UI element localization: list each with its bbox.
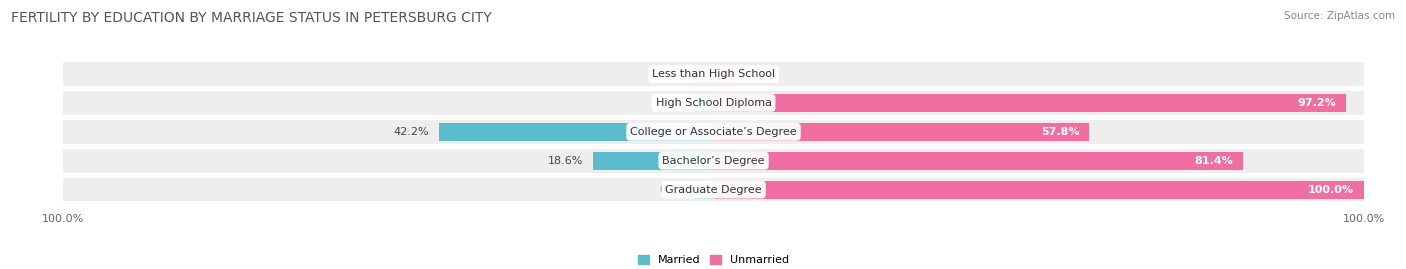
Text: High School Diploma: High School Diploma — [655, 98, 772, 108]
Bar — [63, 91, 1364, 115]
Text: 57.8%: 57.8% — [1042, 127, 1080, 137]
Bar — [63, 178, 1364, 201]
Bar — [63, 149, 1364, 172]
Text: Source: ZipAtlas.com: Source: ZipAtlas.com — [1284, 11, 1395, 21]
Legend: Married, Unmarried: Married, Unmarried — [634, 250, 793, 269]
Text: FERTILITY BY EDUCATION BY MARRIAGE STATUS IN PETERSBURG CITY: FERTILITY BY EDUCATION BY MARRIAGE STATU… — [11, 11, 492, 25]
Bar — [713, 123, 1090, 141]
Text: Bachelor’s Degree: Bachelor’s Degree — [662, 156, 765, 166]
Text: 97.2%: 97.2% — [1298, 98, 1336, 108]
Bar — [695, 181, 713, 199]
Text: 100.0%: 100.0% — [1308, 185, 1354, 194]
Text: 2.8%: 2.8% — [659, 98, 688, 108]
Text: 0.0%: 0.0% — [740, 69, 768, 79]
Bar — [592, 152, 713, 170]
Text: 42.2%: 42.2% — [394, 127, 429, 137]
Bar — [439, 123, 713, 141]
Text: 18.6%: 18.6% — [547, 156, 583, 166]
Text: 0.0%: 0.0% — [659, 185, 688, 194]
Bar — [713, 152, 1243, 170]
Bar — [695, 65, 713, 83]
Bar — [63, 120, 1364, 144]
Bar — [713, 94, 1346, 112]
Text: Less than High School: Less than High School — [652, 69, 775, 79]
Bar — [63, 62, 1364, 86]
Text: Graduate Degree: Graduate Degree — [665, 185, 762, 194]
Bar — [713, 181, 1364, 199]
Text: College or Associate’s Degree: College or Associate’s Degree — [630, 127, 797, 137]
Text: 0.0%: 0.0% — [659, 69, 688, 79]
Bar — [696, 94, 713, 112]
Bar — [713, 65, 733, 83]
Text: 81.4%: 81.4% — [1194, 156, 1233, 166]
